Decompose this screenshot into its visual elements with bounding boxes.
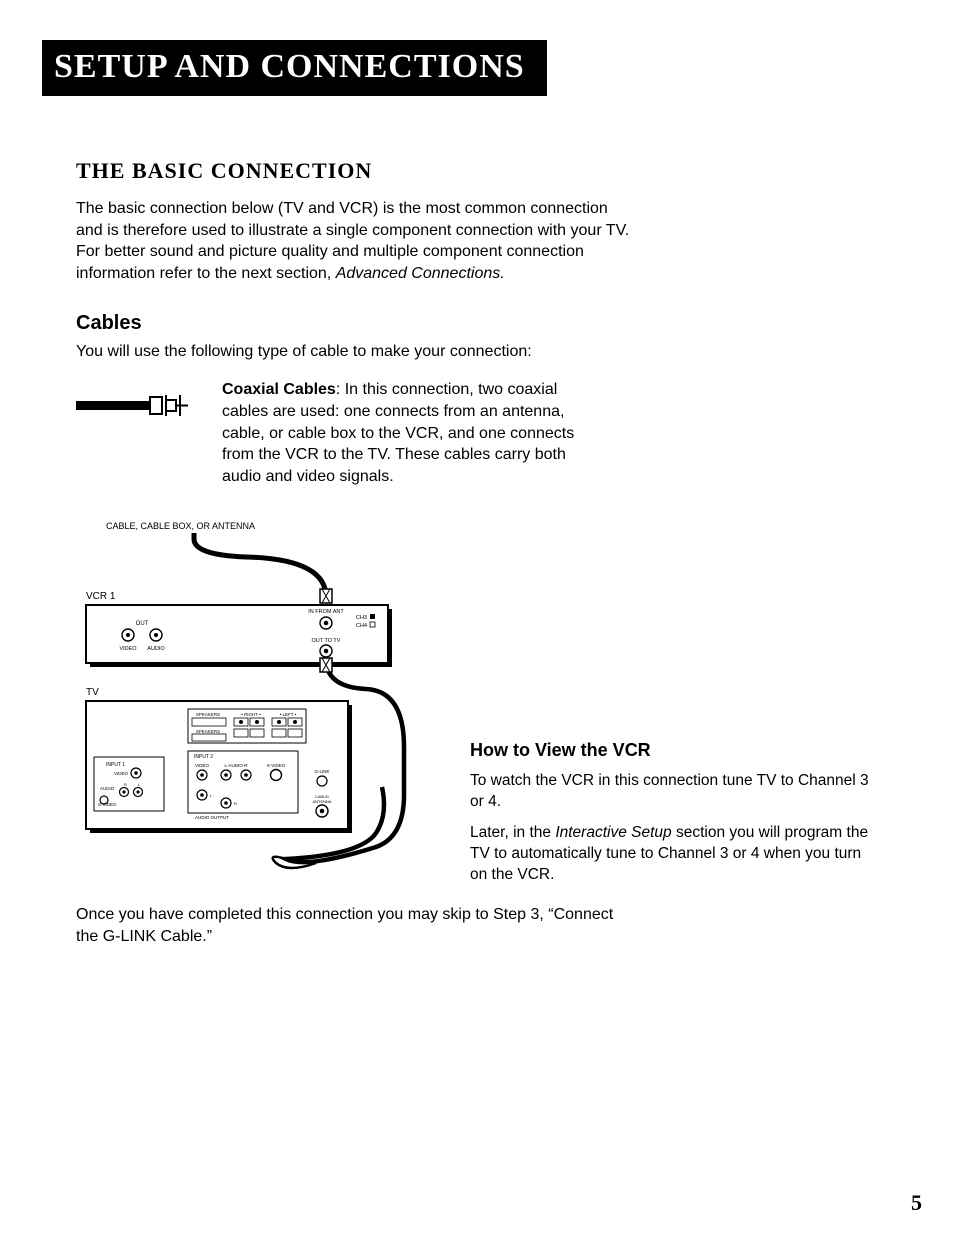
intro-paragraph: The basic connection below (TV and VCR) … [76,198,636,284]
tv-audio-output: AUDIO OUTPUT [195,815,229,820]
tv-glink-label: G-LINK [314,769,329,774]
howto-p2-italic: Interactive Setup [555,824,671,841]
tv-speakers-top: SPEAKERS [196,712,220,717]
vcr-outtotv-label: OUT TO TV [312,638,341,644]
howto-block: How to View the VCR To watch the VCR in … [470,740,875,886]
tv-input2: INPUT 2 [194,754,213,760]
tv-i2-audio: L-AUDIO-R [224,763,248,768]
tv-i2-video: VIDEO [195,763,210,768]
cable-row: Coaxial Cables: In this connection, two … [76,379,894,487]
tv-right: • RIGHT • [241,712,261,717]
intro-tail: Advanced Connections. [336,265,505,282]
section-title: THE BASIC CONNECTION [76,158,894,184]
cables-heading: Cables [76,312,894,335]
vcr-infromant-label: IN FROM ANT [308,609,344,615]
tv-i1-audio: AUDIO [100,786,115,791]
tv-i2-r: R [234,801,237,806]
after-paragraph: Once you have completed this connection … [76,904,636,947]
page-number: 5 [911,1190,922,1216]
page-banner: SETUP AND CONNECTIONS [42,40,547,96]
howto-p2a: Later, in the [470,824,555,841]
tv-i1-video: VIDEO [114,771,129,776]
howto-p1: To watch the VCR in this connection tune… [470,771,875,813]
diagram-vcr-label: VCR 1 [86,591,116,602]
vcr-ch4-label: CH4 [356,623,367,629]
vcr-out-label: OUT [136,621,149,627]
tv-i2-svideo: S-VIDEO [267,763,286,768]
svg-text:ANTENNA: ANTENNA [312,799,331,804]
howto-p2: Later, in the Interactive Setup section … [470,823,875,886]
banner-text: SETUP AND CONNECTIONS [54,48,525,85]
tv-input1: INPUT 1 [106,762,125,768]
cable-name: Coaxial Cables [222,381,336,398]
diagram-tv-label: TV [86,687,99,698]
howto-title: How to View the VCR [470,740,875,761]
tv-i1-r: R [124,782,127,787]
diagram-source-label: CABLE, CABLE BOX, OR ANTENNA [106,521,255,531]
vcr-ch3-label: CH3 [356,615,367,621]
tv-left: • LEFT • [280,712,297,717]
cables-lead: You will use the following type of cable… [76,343,894,361]
coaxial-cable-icon [76,391,194,424]
tv-speakers-btm: SPEAKERS [196,729,220,734]
vcr-video-label: VIDEO [119,646,137,652]
cable-description: Coaxial Cables: In this connection, two … [222,379,592,487]
vcr-audio-label: AUDIO [147,646,165,652]
